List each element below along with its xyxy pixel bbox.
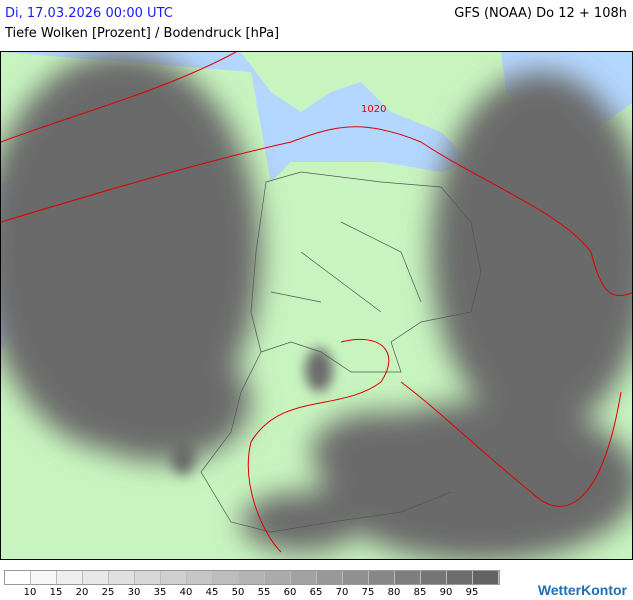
forecast-date: Di, 17.03.2026 00:00 UTC <box>5 6 173 21</box>
color-legend <box>4 570 500 585</box>
legend-swatch <box>83 571 109 584</box>
legend-swatch <box>31 571 57 584</box>
legend-label: 25 <box>101 587 115 598</box>
legend-swatch <box>291 571 317 584</box>
legend-label: 45 <box>205 587 219 598</box>
legend-label: 90 <box>439 587 453 598</box>
legend-label: 60 <box>283 587 297 598</box>
legend-swatch <box>317 571 343 584</box>
legend-label: 50 <box>231 587 245 598</box>
legend-label: 30 <box>127 587 141 598</box>
legend-swatch <box>421 571 447 584</box>
legend-swatch <box>57 571 83 584</box>
country-borders <box>200 171 482 533</box>
legend-swatch <box>109 571 135 584</box>
legend-swatch <box>447 571 473 584</box>
cloud-cover-small <box>171 348 333 475</box>
isobars <box>1 52 632 553</box>
legend-swatch <box>135 571 161 584</box>
legend-swatch <box>161 571 187 584</box>
legend-label: 10 <box>23 587 37 598</box>
weather-map[interactable]: 1020 <box>0 51 633 560</box>
legend-swatch <box>473 571 499 584</box>
legend-label: 20 <box>75 587 89 598</box>
legend-label: 35 <box>153 587 167 598</box>
legend-label: 40 <box>179 587 193 598</box>
isobar-label: 1020 <box>361 104 386 115</box>
legend-swatch <box>265 571 291 584</box>
map-canvas: 1020 <box>1 52 632 559</box>
legend-swatch <box>369 571 395 584</box>
cloud-cover <box>1 52 632 559</box>
model-run: GFS (NOAA) Do 12 + 108h <box>454 6 627 21</box>
wetterkontor-logo: WetterKontor <box>537 582 627 598</box>
legend-label: 75 <box>361 587 375 598</box>
legend-swatch <box>343 571 369 584</box>
legend-label: 85 <box>413 587 427 598</box>
legend-label: 55 <box>257 587 271 598</box>
legend-swatch <box>239 571 265 584</box>
legend-label: 70 <box>335 587 349 598</box>
legend-label: 95 <box>465 587 479 598</box>
legend-swatch <box>213 571 239 584</box>
legend-swatch <box>5 571 31 584</box>
legend-swatch <box>395 571 421 584</box>
legend-swatch <box>187 571 213 584</box>
legend-label: 15 <box>49 587 63 598</box>
legend-label: 80 <box>387 587 401 598</box>
parameter-title: Tiefe Wolken [Prozent] / Bodendruck [hPa… <box>5 26 280 41</box>
legend-label: 65 <box>309 587 323 598</box>
